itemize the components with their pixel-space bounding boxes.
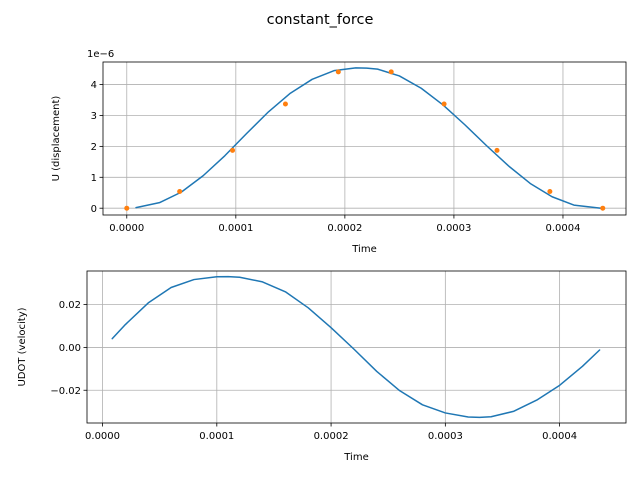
y-tick-label: 0.02 <box>59 300 81 311</box>
data-point-marker <box>600 205 606 211</box>
data-point-marker <box>230 147 236 153</box>
data-point-marker <box>335 69 341 75</box>
axis-offset-text: 1e−6 <box>87 49 114 60</box>
data-point-marker <box>124 205 130 211</box>
data-point-marker <box>388 69 394 75</box>
x-tick-label: 0.0003 <box>436 223 471 234</box>
x-tick-label: 0.0000 <box>109 223 144 234</box>
x-tick-label: 0.0003 <box>428 431 463 442</box>
series-line <box>135 67 602 209</box>
x-tick-label: 0.0004 <box>545 223 580 234</box>
figure-suptitle: constant_force <box>267 12 374 28</box>
y-tick-label: 1 <box>91 173 97 184</box>
y-axis-label: UDOT (velocity) <box>17 307 28 386</box>
velocity-plot: 0.0000 0.0001 0.0002 0.0003 0.0004 −0.02 0.00 0… <box>17 270 627 463</box>
y-tick-label: 3 <box>91 111 97 122</box>
x-tick-label: 0.0000 <box>85 431 120 442</box>
y-tick-label: −0.02 <box>50 386 81 397</box>
data-point-marker <box>177 189 183 195</box>
x-tick-label: 0.0004 <box>542 431 577 442</box>
data-point-marker <box>547 189 553 195</box>
x-tick-label: 0.0002 <box>314 431 349 442</box>
data-point-marker <box>441 101 447 107</box>
y-tick-label: 4 <box>91 80 97 91</box>
displacement-plot: 0.0000 0.0001 0.0002 0.0003 0.0004 0 1 2 3 4 Time U… <box>51 49 627 255</box>
series-line <box>111 275 601 419</box>
y-tick-label: 2 <box>91 142 97 153</box>
axes-frame <box>102 61 627 216</box>
y-tick-label: 0.00 <box>59 343 81 354</box>
y-tick-label: 0 <box>91 204 97 215</box>
axes-frame <box>86 270 627 424</box>
x-axis-label: Time <box>343 452 368 463</box>
x-tick-label: 0.0002 <box>327 223 362 234</box>
data-point-marker <box>494 147 500 153</box>
x-tick-label: 0.0001 <box>218 223 253 234</box>
x-tick-label: 0.0001 <box>199 431 234 442</box>
y-axis-label: U (displacement) <box>51 96 62 182</box>
data-point-marker <box>282 101 288 107</box>
x-axis-label: Time <box>351 244 376 255</box>
